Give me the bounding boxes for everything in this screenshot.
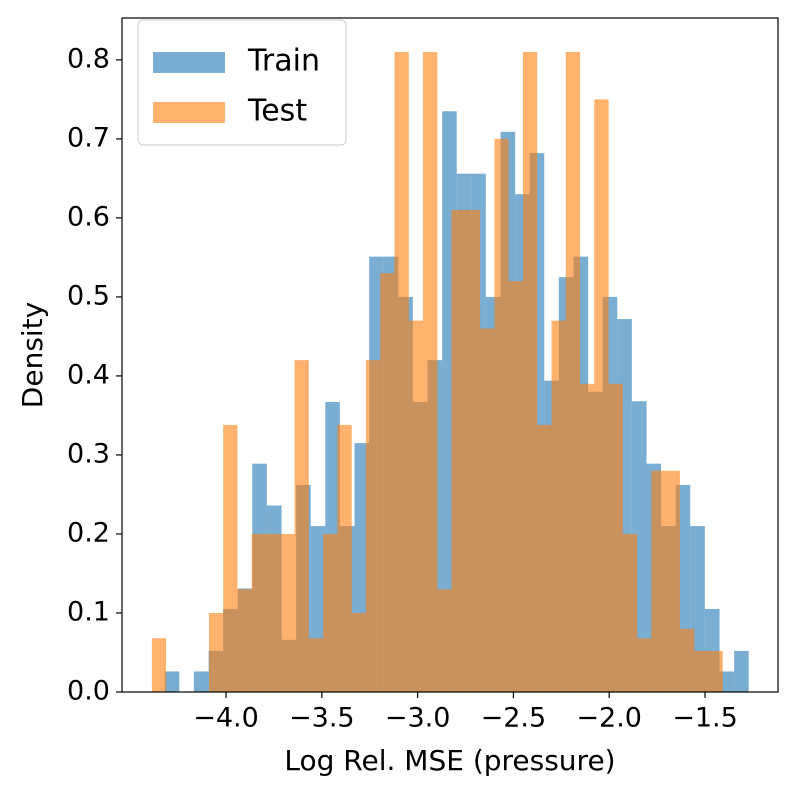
legend-swatch (153, 102, 225, 123)
x-tick-label: −3.0 (385, 703, 451, 734)
bar (694, 650, 709, 692)
bar (494, 138, 509, 692)
bar (365, 360, 381, 692)
bar (394, 51, 409, 692)
y-tick-label: 0.6 (67, 201, 110, 232)
bar (580, 383, 595, 692)
bar (465, 210, 481, 693)
bar (422, 51, 438, 692)
bar (308, 638, 324, 692)
bar (665, 470, 680, 692)
bar (437, 589, 452, 692)
x-tick-label: −3.5 (289, 703, 355, 734)
bar (251, 533, 267, 692)
bar (223, 424, 238, 692)
bar (193, 671, 209, 692)
bar (151, 638, 167, 692)
y-tick-label: 0.8 (67, 43, 110, 74)
x-tick-label: −1.5 (672, 703, 738, 734)
bar (351, 612, 366, 692)
bar (551, 320, 566, 692)
bar (237, 589, 252, 692)
bar (266, 533, 281, 692)
legend-label: Train (247, 44, 320, 79)
y-tick-label: 0.7 (67, 122, 110, 153)
bar (208, 612, 224, 692)
y-tick-label: 0.1 (67, 596, 110, 627)
bar (508, 281, 523, 692)
bar (637, 638, 652, 692)
y-tick-label: 0.5 (67, 280, 110, 311)
x-axis-label: Log Rel. MSE (pressure) (284, 744, 615, 777)
bar (451, 210, 466, 693)
bar (608, 383, 623, 692)
y-tick-label: 0.0 (67, 676, 110, 707)
bar (323, 533, 338, 692)
y-axis-label: Density (16, 302, 49, 408)
y-tick-label: 0.2 (67, 517, 110, 548)
y-tick-label: 0.4 (67, 359, 110, 390)
bar (380, 273, 395, 692)
bar (480, 328, 495, 692)
bar (522, 51, 538, 692)
bar (294, 360, 309, 692)
bar (651, 470, 666, 692)
bar (565, 51, 581, 692)
bar (537, 424, 552, 692)
legend-label: Test (247, 94, 307, 129)
bar (280, 533, 295, 692)
x-tick-label: −2.0 (576, 703, 642, 734)
y-tick-label: 0.3 (67, 438, 110, 469)
bar (622, 533, 638, 692)
bar (594, 99, 609, 693)
legend-swatch (153, 52, 225, 73)
bar (164, 671, 180, 692)
plot-frame (121, 17, 779, 693)
x-tick-label: −2.5 (481, 703, 547, 734)
bar (734, 650, 749, 692)
bar (337, 424, 352, 692)
bar (408, 320, 423, 692)
legend-box (137, 19, 347, 146)
bar (708, 650, 723, 692)
bar (719, 671, 735, 692)
x-tick-label: −4.0 (193, 703, 259, 734)
bar (679, 628, 695, 692)
